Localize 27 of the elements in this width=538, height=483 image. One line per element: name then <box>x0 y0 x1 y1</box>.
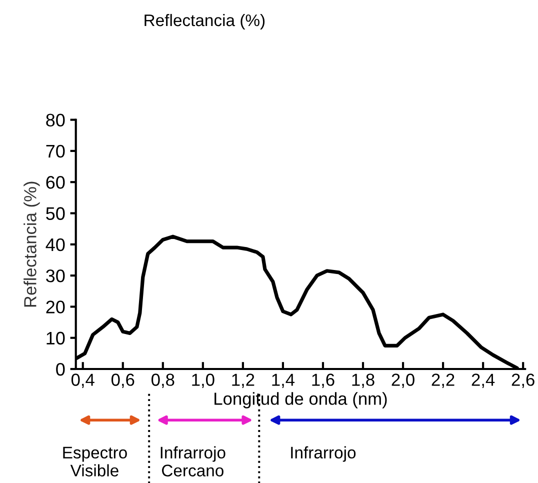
text: Espectro Visible <box>63 446 127 476</box>
y-tick-label: 70 <box>46 144 65 158</box>
y-tick-label: 10 <box>46 332 65 345</box>
x-tick-label: 1,2 <box>232 374 254 388</box>
text: Infrarrojo Cercano <box>160 446 226 476</box>
x-tick-label: 0,8 <box>152 374 174 388</box>
x-tick-label: 2,0 <box>392 374 414 388</box>
x-tick-label: 1,6 <box>312 374 334 388</box>
y-tick-label: 30 <box>46 269 65 282</box>
x-tick-label: 1,0 <box>192 374 214 388</box>
y-tick-label: 20 <box>46 300 65 314</box>
y-tick-label: 60 <box>46 176 65 189</box>
y-axis-title: Reflectancia (%) <box>24 182 40 307</box>
text: Infrarrojo <box>291 446 356 462</box>
y-tick-label: 80 <box>46 114 65 127</box>
x-tick-label: 0,6 <box>111 374 134 388</box>
x-tick-label: 1,8 <box>352 374 374 388</box>
x-axis-title: Longitud de onda (nm) <box>214 392 387 408</box>
x-tick-label: 1,4 <box>272 374 295 388</box>
y-tick-label: 50 <box>46 207 65 220</box>
chart-title: Reflectancia (%) <box>144 14 265 30</box>
y-tick-label: 40 <box>46 238 65 252</box>
x-tick-label: 2,4 <box>472 374 495 388</box>
x-tick-label: 2,6 <box>512 374 534 388</box>
y-tick-label: 0 <box>56 362 65 376</box>
x-tick-label: 0,4 <box>71 374 94 388</box>
x-tick-label: 2,2 <box>432 374 454 388</box>
